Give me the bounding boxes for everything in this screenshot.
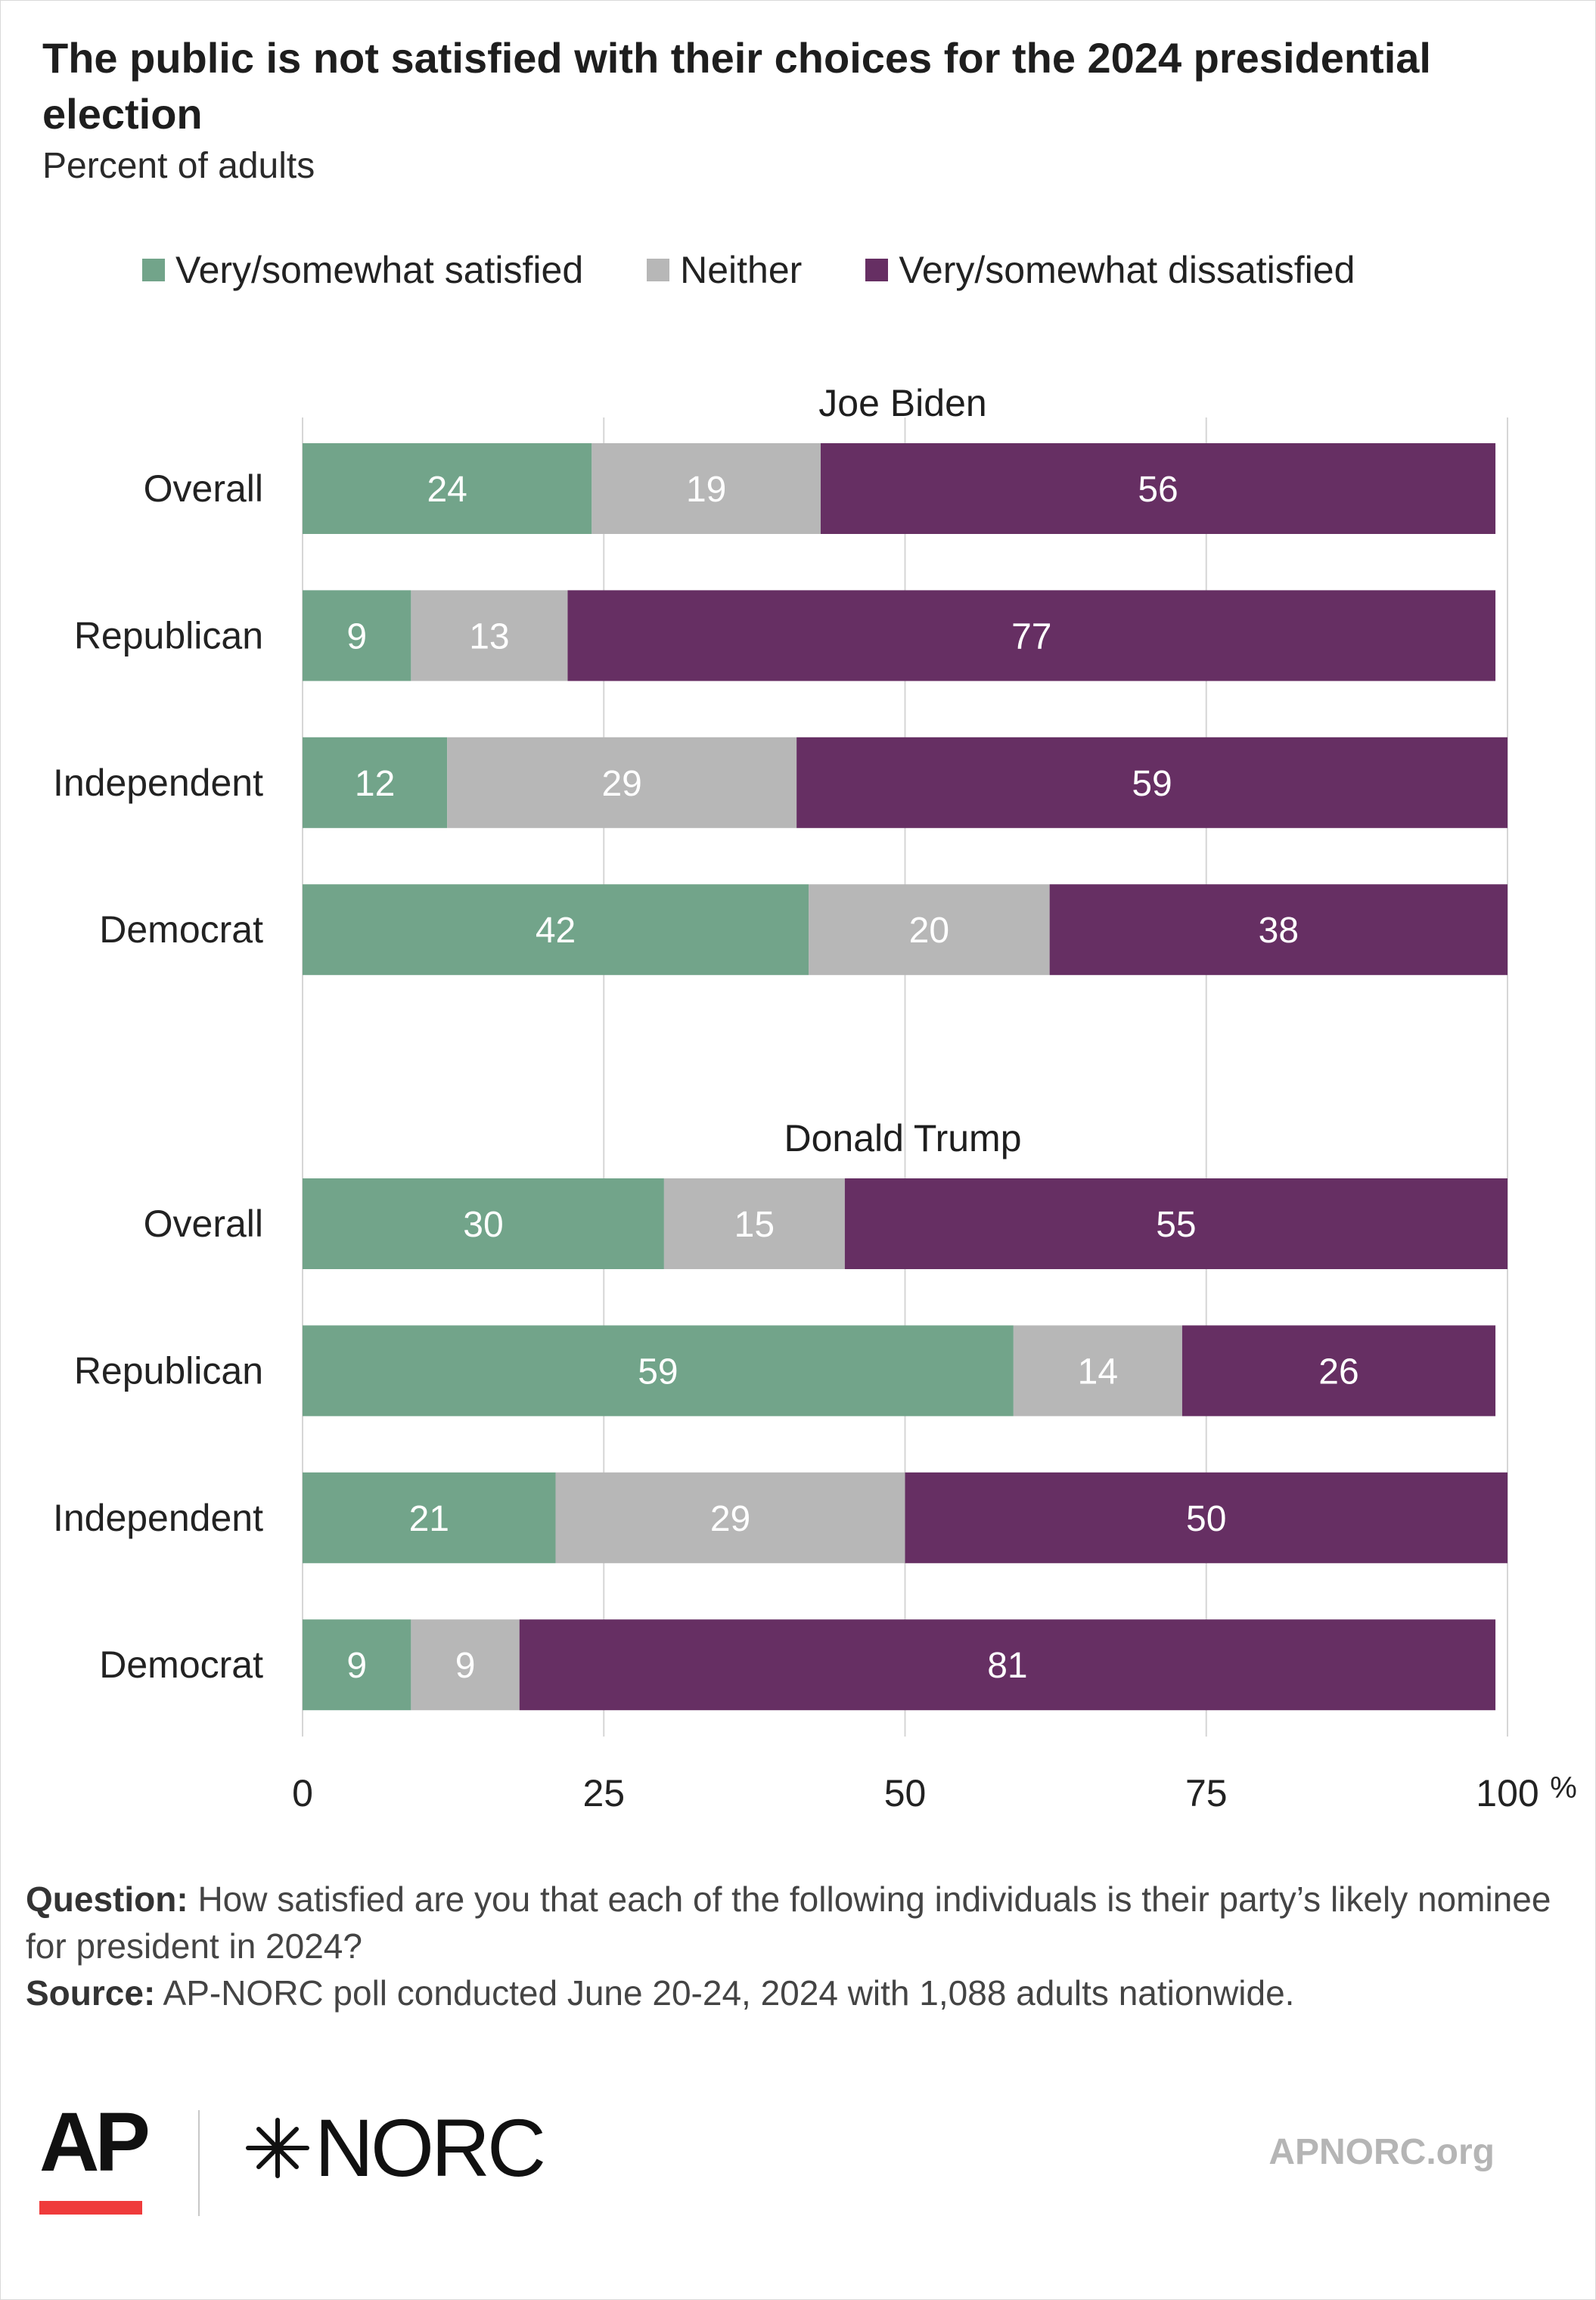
bar-neither	[592, 443, 821, 534]
data-label-neither: 19	[686, 470, 726, 510]
bar-neither	[555, 1472, 905, 1563]
category-label-overall: Overall	[144, 1203, 263, 1245]
category-label-democrat: Democrat	[99, 908, 263, 951]
source-note: Source: AP-NORC poll conducted June 20-2…	[26, 1969, 1569, 2016]
question-text: How satisfied are you that each of the f…	[26, 1879, 1551, 1966]
question-label: Question:	[26, 1879, 188, 1919]
data-label-satisfied: 24	[427, 470, 467, 510]
chart-subtitle: Percent of adults	[42, 146, 315, 186]
bar-satisfied	[303, 1178, 664, 1269]
norc-logo-text: NORC	[315, 2102, 546, 2193]
bar-neither	[809, 884, 1050, 976]
data-label-dissatisfied: 59	[1132, 764, 1172, 804]
panel-title-2: Donald Trump	[784, 1117, 1021, 1159]
question-note: Question: How satisfied are you that eac…	[26, 1876, 1569, 1969]
x-axis-unit: %	[1550, 1771, 1577, 1805]
ap-logo-bar	[39, 2201, 142, 2215]
bar-neither	[411, 590, 568, 681]
legend-label-neither: Neither	[680, 249, 803, 291]
legend-swatch-dissatisfied	[865, 259, 889, 281]
category-label-independent: Independent	[53, 762, 263, 804]
bar-dissatisfied	[844, 1178, 1508, 1269]
footer-divider	[198, 2110, 200, 2216]
bar-satisfied	[303, 1619, 411, 1711]
data-label-dissatisfied: 38	[1259, 911, 1299, 951]
legend-label-satisfied: Very/somewhat satisfied	[175, 249, 584, 291]
x-tick-label-0: 0	[292, 1772, 313, 1814]
legend-swatch-neither	[647, 259, 670, 281]
bar-neither	[663, 1178, 845, 1269]
bar-dissatisfied	[519, 1619, 1496, 1711]
bar-dissatisfied	[1049, 884, 1508, 976]
x-tick-label-25: 25	[582, 1772, 625, 1814]
category-label-republican: Republican	[74, 614, 263, 656]
legend: Very/somewhat satisfied Neither Very/som…	[142, 242, 1355, 298]
bar-dissatisfied	[567, 590, 1496, 681]
norc-logo: NORC	[244, 2102, 546, 2193]
chart-title: The public is not satisfied with their c…	[42, 34, 1431, 138]
data-label-neither: 9	[455, 1646, 476, 1686]
data-label-dissatisfied: 56	[1138, 470, 1178, 510]
ap-logo-text: AP	[39, 2096, 151, 2189]
ap-logo: AP	[39, 2096, 151, 2215]
bar-neither	[411, 1619, 520, 1711]
data-label-dissatisfied: 77	[1011, 616, 1051, 656]
data-label-neither: 29	[710, 1499, 750, 1539]
category-label-independent: Independent	[53, 1497, 263, 1539]
bar-satisfied	[303, 443, 592, 534]
data-label-neither: 14	[1078, 1352, 1118, 1392]
x-tick-label-100: 100	[1476, 1772, 1539, 1814]
site-link[interactable]: APNORC.org	[1268, 2132, 1495, 2172]
bar-dissatisfied	[905, 1472, 1508, 1563]
legend-item-neither: Neither	[647, 248, 802, 292]
data-label-satisfied: 21	[409, 1499, 449, 1539]
bar-satisfied	[303, 1325, 1014, 1417]
bar-dissatisfied	[820, 443, 1496, 534]
bar-dissatisfied	[796, 737, 1508, 828]
norc-star-icon	[246, 2118, 309, 2178]
stacked-bar-chart: Joe Biden Overall 24 19 56 Republican 9 13 77 Ind…	[53, 382, 1577, 1814]
panel-title-1: Joe Biden	[818, 382, 986, 424]
chart-notes: Question: How satisfied are you that eac…	[26, 1876, 1569, 2016]
data-label-satisfied: 9	[346, 1646, 367, 1686]
data-label-satisfied: 42	[536, 911, 576, 951]
data-label-satisfied: 59	[638, 1352, 678, 1392]
data-label-dissatisfied: 50	[1186, 1499, 1226, 1539]
legend-label-dissatisfied: Very/somewhat dissatisfied	[899, 249, 1355, 291]
data-label-dissatisfied: 81	[987, 1646, 1027, 1686]
data-label-satisfied: 30	[463, 1205, 503, 1245]
x-tick-label-50: 50	[884, 1772, 927, 1814]
bar-satisfied	[303, 1472, 556, 1563]
x-tick-label-75: 75	[1185, 1772, 1228, 1814]
bar-satisfied	[303, 590, 411, 681]
source-label: Source:	[26, 1973, 156, 2013]
data-label-neither: 20	[909, 911, 949, 951]
category-label-overall: Overall	[144, 467, 263, 510]
data-label-satisfied: 12	[355, 764, 395, 804]
legend-item-dissatisfied: Very/somewhat dissatisfied	[865, 248, 1355, 292]
bar-satisfied	[303, 884, 809, 976]
data-label-neither: 29	[601, 764, 641, 804]
bar-neither	[1013, 1325, 1182, 1417]
data-label-neither: 13	[469, 616, 509, 656]
category-label-democrat: Democrat	[99, 1644, 263, 1686]
legend-swatch-satisfied	[142, 259, 165, 281]
category-label-republican: Republican	[74, 1349, 263, 1392]
data-label-neither: 15	[734, 1205, 775, 1245]
bar-satisfied	[303, 737, 448, 828]
data-label-satisfied: 9	[346, 616, 367, 656]
source-text: AP-NORC poll conducted June 20-24, 2024 …	[155, 1973, 1295, 2013]
legend-item-satisfied: Very/somewhat satisfied	[142, 248, 583, 292]
data-label-dissatisfied: 55	[1156, 1205, 1196, 1245]
bar-dissatisfied	[1181, 1325, 1496, 1417]
bar-neither	[447, 737, 797, 828]
data-label-dissatisfied: 26	[1318, 1352, 1358, 1392]
